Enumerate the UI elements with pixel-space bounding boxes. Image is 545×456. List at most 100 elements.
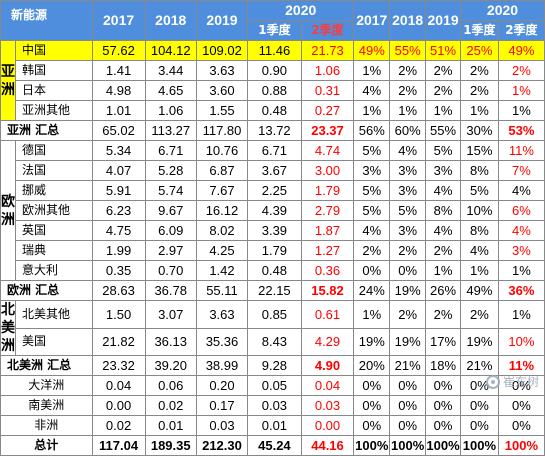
value-cell: 6.87	[195, 160, 249, 181]
share-cell: 1%	[425, 260, 462, 281]
value-cell: 0.35	[91, 260, 146, 281]
value-cell: 0.02	[91, 415, 146, 436]
value-cell: 117.04	[91, 435, 146, 456]
value-cell: 3.00	[300, 160, 355, 181]
table-row: 亚洲 汇总 65.02 113.27 117.80 13.72 23.37 56% 60% 55…	[0, 120, 545, 141]
share-cell: 1%	[425, 100, 462, 121]
value-cell: 1.50	[91, 300, 146, 329]
share-cell: 5%	[389, 200, 427, 221]
header-share-2020: 2020	[460, 0, 545, 21]
share-cell: 3%	[389, 180, 427, 201]
row-label: 亚洲其他	[15, 100, 93, 121]
share-cell: 1%	[497, 80, 545, 101]
share-cell: 30%	[460, 120, 499, 141]
row-label: 中国	[15, 40, 93, 61]
value-cell: 23.37	[300, 120, 355, 141]
value-cell: 8.43	[247, 327, 302, 356]
table-row: 日本 4.98 4.65 3.60 0.88 0.31 4% 2% 2% 2% 1%	[1, 80, 545, 101]
value-cell: 2.97	[144, 240, 197, 261]
value-cell: 109.02	[195, 40, 249, 61]
value-cell: 4.75	[91, 220, 146, 241]
share-cell: 10%	[460, 200, 499, 221]
row-label: 日本	[15, 80, 93, 101]
share-cell: 2%	[425, 240, 462, 261]
row-label: 意大利	[15, 260, 93, 281]
row-label: 亚洲 汇总	[0, 120, 93, 141]
share-cell: 2%	[353, 240, 391, 261]
share-cell: 1%	[460, 260, 499, 281]
share-cell: 2%	[425, 80, 462, 101]
share-cell: 19%	[460, 327, 499, 356]
share-cell: 0%	[389, 260, 427, 281]
share-cell: 26%	[425, 280, 462, 301]
share-cell: 2%	[389, 60, 427, 81]
table-row: 欧洲其他 6.23 9.67 16.12 4.39 2.79 5% 5% 8% 10% 6%	[1, 200, 545, 221]
value-cell: 104.12	[144, 40, 197, 61]
row-label: 美国	[15, 327, 93, 356]
value-cell: 1.06	[300, 60, 355, 81]
share-cell: 19%	[389, 280, 427, 301]
share-cell: 15%	[460, 140, 499, 161]
share-cell: 5%	[425, 140, 462, 161]
table-row: 亚洲 中国 57.62 104.12 109.02 11.46 21.73 49% 55% 51%…	[0, 40, 545, 121]
share-cell: 3%	[389, 160, 427, 181]
value-cell: 1.06	[144, 100, 197, 121]
row-label: 韩国	[15, 60, 93, 81]
value-cell: 0.20	[195, 375, 249, 396]
share-cell: 0%	[353, 375, 391, 396]
share-cell: 49%	[353, 40, 391, 61]
table-row: 意大利 0.35 0.70 1.42 0.48 0.36 0% 0% 1% 1% 1%	[1, 260, 545, 281]
share-cell: 0%	[389, 415, 427, 436]
row-label: 欧洲 汇总	[0, 280, 93, 301]
share-cell: 4%	[353, 80, 391, 101]
table-row: 欧洲 汇总 28.63 36.78 55.11 22.15 15.82 24% 19% 26% 4…	[0, 280, 545, 301]
value-cell: 5.28	[144, 160, 197, 181]
share-cell: 21%	[389, 355, 427, 376]
value-cell: 55.11	[195, 280, 249, 301]
value-cell: 4.65	[144, 80, 197, 101]
share-cell: 1%	[497, 300, 545, 329]
share-cell: 36%	[497, 280, 545, 301]
value-cell: 0.05	[247, 375, 302, 396]
share-cell: 8%	[460, 160, 499, 181]
value-cell: 0.01	[144, 415, 197, 436]
value-cell: 21.73	[300, 40, 355, 61]
value-cell: 3.63	[195, 60, 249, 81]
table-row: 英国 4.75 6.09 8.02 3.39 1.87 4% 3% 4% 8% 4%	[1, 220, 545, 241]
table-row: 北美洲 北美其他 1.50 3.07 3.63 0.85 0.61 1% 2% 2% 2% 1%	[0, 300, 545, 356]
value-cell: 1.27	[300, 240, 355, 261]
share-cell: 2%	[425, 60, 462, 81]
header-share-q2: 2季度	[497, 20, 545, 41]
share-cell: 0%	[497, 415, 545, 436]
value-cell: 1.42	[195, 260, 249, 281]
share-cell: 1%	[497, 100, 545, 121]
share-cell: 4%	[497, 220, 545, 241]
share-cell: 8%	[425, 200, 462, 221]
value-cell: 1.41	[91, 60, 146, 81]
region-label-europe: 欧洲	[0, 140, 16, 281]
value-cell: 3.67	[247, 160, 302, 181]
header-title: 新能源	[0, 0, 93, 41]
share-cell: 1%	[460, 100, 499, 121]
share-cell: 1%	[497, 260, 545, 281]
share-cell: 49%	[460, 280, 499, 301]
share-cell: 11%	[497, 140, 545, 161]
share-cell: 19%	[389, 327, 427, 356]
header-q1: 1季度	[247, 20, 302, 41]
share-cell: 0%	[425, 415, 462, 436]
value-cell: 3.63	[195, 300, 249, 329]
share-cell: 5%	[353, 140, 391, 161]
share-cell: 4%	[425, 220, 462, 241]
share-cell: 4%	[460, 240, 499, 261]
share-cell: 2%	[460, 60, 499, 81]
table-row: 欧洲 德国 5.34 6.71 10.76 6.71 4.74 5% 4% 5% 15% 11%	[0, 140, 545, 281]
share-cell: 11%	[497, 355, 545, 376]
share-cell: 100%	[425, 435, 462, 456]
value-cell: 36.13	[144, 327, 197, 356]
value-cell: 11.46	[247, 40, 302, 61]
value-cell: 0.70	[144, 260, 197, 281]
value-cell: 4.39	[247, 200, 302, 221]
value-cell: 0.01	[247, 415, 302, 436]
value-cell: 117.80	[195, 120, 249, 141]
